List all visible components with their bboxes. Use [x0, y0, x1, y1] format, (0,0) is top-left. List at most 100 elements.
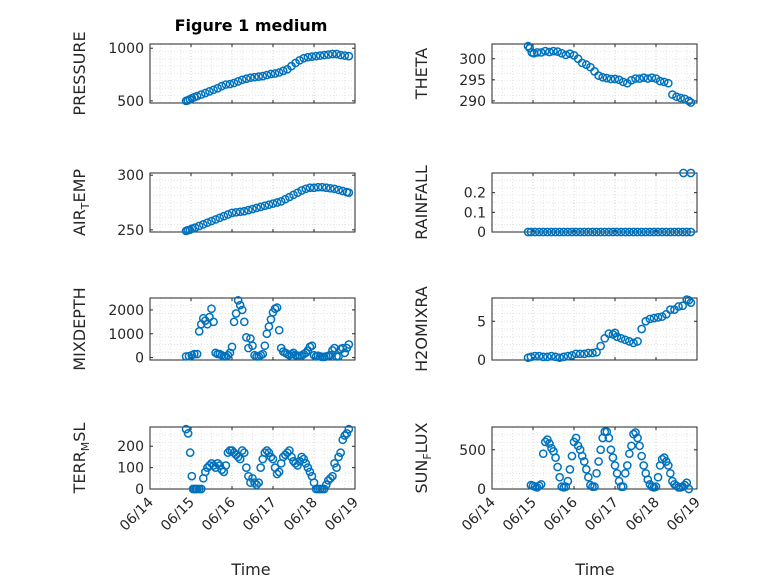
data-point [287, 452, 296, 462]
data-point [340, 348, 350, 358]
data-point [334, 185, 343, 195]
data-point [336, 448, 345, 458]
data-point [610, 74, 620, 84]
data-point [215, 461, 225, 470]
data-point [268, 199, 278, 208]
data-point [545, 439, 554, 448]
data-point [618, 77, 628, 87]
data-point [330, 184, 339, 194]
data-point [530, 351, 540, 361]
data-point [295, 55, 304, 65]
x-tick-label: 06/19 [664, 495, 704, 535]
data-point [233, 296, 243, 305]
data-point [590, 482, 599, 491]
data-point [274, 467, 284, 477]
data-point [185, 448, 195, 458]
data-point [672, 481, 681, 491]
data-point [340, 431, 350, 440]
data-point [198, 313, 208, 323]
data-point [551, 227, 560, 237]
y-tick-label: 295 [459, 73, 486, 89]
y-tick-label: 0.2 [464, 186, 486, 202]
data-point [633, 433, 642, 443]
data-point [334, 452, 343, 462]
data-point [555, 227, 565, 237]
data-point [620, 335, 630, 345]
data-point [540, 437, 550, 447]
data-point [231, 207, 241, 217]
data-point [536, 48, 546, 57]
data-point [330, 343, 339, 353]
data-point [205, 87, 214, 96]
data-point [227, 208, 237, 218]
data-point [270, 69, 280, 78]
data-point [586, 480, 595, 490]
data-point [183, 429, 193, 438]
data-point [649, 313, 659, 323]
data-point [272, 469, 282, 479]
data-point [268, 454, 278, 464]
y-axis-label-part: F [421, 453, 434, 459]
data-point [547, 227, 556, 237]
data-point [659, 77, 669, 87]
x-tick-label: 06/19 [322, 495, 362, 535]
y-axis-label-part: TERR [70, 451, 89, 494]
subplot-pressure: 500 1000 PRESSURE [70, 31, 356, 116]
data-point [264, 322, 274, 331]
data-point [606, 74, 616, 84]
data-point [266, 69, 276, 79]
y-tick-label: 200 [117, 439, 144, 455]
y-tick-label: 100 [117, 461, 144, 477]
data-point [324, 50, 333, 59]
data-point [604, 329, 614, 338]
data-point [540, 46, 550, 56]
data-point [577, 58, 587, 68]
data-point [262, 329, 272, 339]
data-point [256, 463, 266, 472]
data-point [563, 227, 573, 237]
data-point [557, 48, 567, 58]
data-point [684, 295, 694, 305]
data-point [680, 94, 690, 104]
data-point [553, 47, 562, 56]
data-point [579, 227, 589, 237]
data-point [297, 452, 307, 462]
data-point [301, 458, 311, 468]
data-point [618, 482, 628, 491]
data-point [328, 49, 337, 59]
x-tick-label: 06/15 [158, 495, 198, 535]
data-point [625, 337, 634, 346]
data-point [217, 81, 227, 91]
data-point [637, 227, 647, 237]
data-point [571, 227, 581, 237]
y-tick-label: 0 [135, 351, 144, 367]
data-point [344, 51, 354, 61]
data-point [596, 341, 606, 351]
data-point [258, 349, 268, 359]
data-point [207, 304, 216, 314]
data-point [678, 227, 688, 237]
data-point [274, 325, 284, 335]
data-point [211, 215, 220, 224]
data-point [625, 227, 634, 237]
y-axis-label-part: SL [70, 423, 89, 442]
data-point [553, 462, 562, 472]
data-point [260, 201, 270, 211]
data-point [602, 73, 612, 83]
data-point [278, 66, 288, 76]
data-point [641, 227, 651, 237]
data-point [653, 313, 663, 322]
data-point [678, 301, 688, 311]
data-point [242, 463, 251, 472]
y-tick-label: 300 [459, 52, 486, 68]
data-point [229, 78, 239, 88]
data-point [655, 76, 665, 86]
data-point [538, 227, 548, 237]
data-point [254, 72, 263, 82]
data-point [631, 74, 640, 83]
data-point [260, 341, 270, 351]
data-point [563, 476, 573, 486]
data-point [559, 352, 569, 362]
data-point [239, 448, 249, 458]
data-point [307, 52, 317, 61]
